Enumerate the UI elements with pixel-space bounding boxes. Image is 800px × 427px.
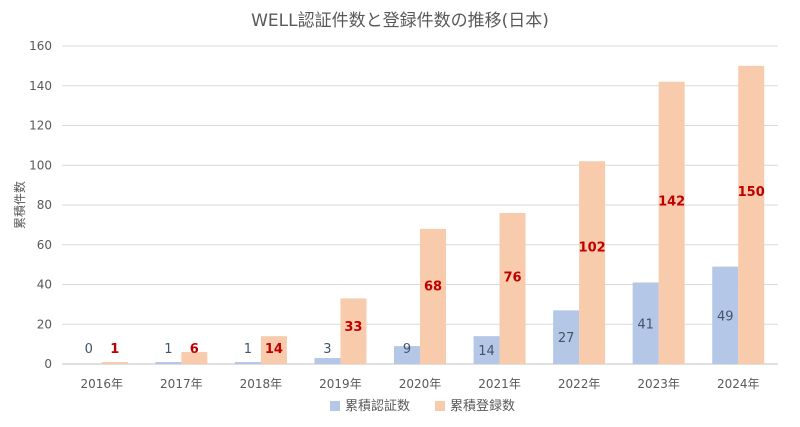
chart-title: WELL認証件数と登録件数の推移(日本)	[251, 11, 549, 31]
bar	[632, 282, 659, 364]
data-label: 3	[323, 342, 331, 357]
legend-swatch	[435, 401, 445, 411]
x-tick-label: 2022年	[558, 377, 601, 391]
data-label: 150	[738, 185, 765, 200]
data-label: 142	[658, 194, 685, 209]
bars	[101, 65, 765, 365]
data-label: 6	[190, 342, 199, 357]
bar	[181, 352, 208, 364]
bar	[738, 65, 765, 364]
y-tick-label: 40	[37, 278, 52, 292]
bar	[340, 298, 367, 364]
bar	[579, 161, 606, 364]
x-tick-label: 2018年	[240, 377, 283, 391]
y-tick-label: 20	[37, 317, 52, 331]
bar	[260, 336, 287, 364]
data-label: 9	[403, 342, 411, 357]
legend: 累積認証数 累積登録数	[330, 398, 515, 414]
bar	[155, 362, 182, 364]
x-tick-label: 2024年	[717, 377, 760, 391]
y-tick-label: 80	[37, 198, 52, 212]
data-label: 1	[244, 342, 252, 357]
x-axis: 2016年 2017年 2018年 2019年 2020年 2021年 2022年 2023年…	[81, 377, 760, 391]
data-label: 68	[424, 280, 442, 295]
legend-swatch	[330, 401, 340, 411]
data-label: 14	[478, 344, 495, 359]
legend-entry: 累積認証数	[345, 398, 410, 414]
data-label: 14	[265, 342, 283, 357]
y-tick-label: 0	[44, 357, 52, 371]
bar	[101, 362, 128, 364]
bar	[420, 228, 446, 364]
data-label: 0	[85, 342, 93, 357]
bar	[658, 81, 685, 365]
bar	[394, 346, 420, 364]
y-tick-label: 120	[29, 119, 52, 133]
data-label: 33	[344, 320, 362, 335]
x-tick-label: 2017年	[160, 377, 203, 391]
y-tick-label: 160	[29, 39, 52, 53]
bar	[234, 362, 261, 364]
x-tick-label: 2019年	[319, 377, 362, 391]
x-tick-label: 2021年	[478, 377, 521, 391]
x-tick-label: 2020年	[399, 377, 442, 391]
y-tick-label: 100	[29, 158, 52, 172]
data-label: 76	[504, 270, 522, 285]
data-label: 1	[164, 342, 172, 357]
y-tick-label: 60	[37, 238, 52, 252]
bar	[499, 212, 526, 364]
bar	[712, 266, 739, 364]
x-tick-label: 2023年	[637, 377, 680, 391]
data-label: 41	[637, 317, 654, 332]
bar	[553, 310, 580, 364]
data-label: 1	[110, 342, 119, 357]
bar	[473, 336, 500, 364]
data-label: 49	[717, 309, 734, 324]
x-tick-label: 2016年	[81, 377, 124, 391]
y-axis-label: 累積件数	[12, 181, 27, 229]
y-axis: 0 20 40 60 80 100 120 140 160	[29, 39, 52, 371]
data-label: 102	[579, 240, 606, 255]
y-tick-label: 140	[29, 79, 52, 93]
legend-entry: 累積登録数	[450, 399, 515, 414]
data-label: 27	[558, 331, 575, 346]
bar	[314, 358, 341, 364]
